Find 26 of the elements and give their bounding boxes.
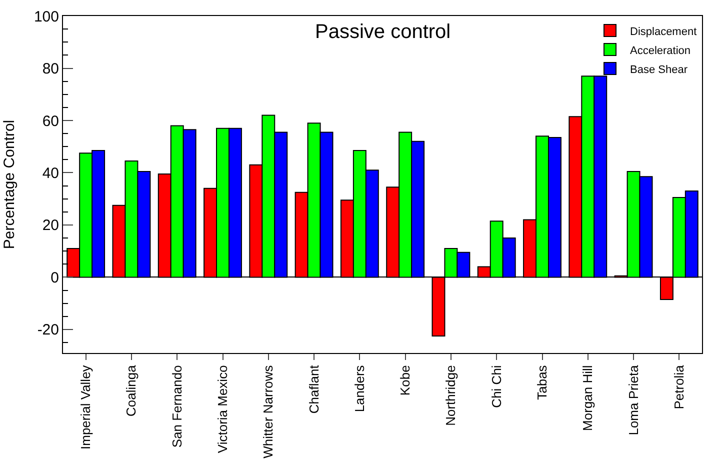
x-tick-label: Victoria Mexico bbox=[214, 365, 230, 454]
legend-label: Base Shear bbox=[630, 64, 688, 76]
x-tick-label: Landers bbox=[352, 364, 367, 412]
x-tick-label: Petrolia bbox=[671, 364, 686, 410]
y-tick-label: -20 bbox=[37, 322, 59, 339]
y-tick-label: 60 bbox=[42, 112, 59, 130]
x-tick-label: Morgan Hill bbox=[580, 365, 596, 431]
x-tick-label: Tabas bbox=[534, 364, 550, 400]
y-tick-label: 80 bbox=[42, 60, 59, 78]
x-tick-label: San Fernando bbox=[169, 365, 184, 448]
y-tick-label: 100 bbox=[34, 8, 59, 26]
x-tick-label: Coalinga bbox=[124, 364, 139, 417]
x-tick-label: Kobe bbox=[398, 365, 413, 396]
x-tick-label: Loma Prieta bbox=[626, 364, 641, 436]
legend-label: Displacement bbox=[630, 26, 697, 38]
x-tick-label: Chaflant bbox=[306, 364, 322, 414]
y-tick-label: 20 bbox=[42, 217, 59, 234]
y-tick-label: 0 bbox=[50, 269, 59, 286]
y-axis-title: Percentage Control bbox=[1, 120, 18, 250]
x-tick-label: Chi Chi bbox=[488, 365, 504, 408]
legend-label: Acceleration bbox=[630, 44, 691, 57]
x-tick-label: Imperial Valley bbox=[78, 364, 94, 450]
x-tick-label: Northridge bbox=[443, 365, 458, 426]
chart-title: Passive control bbox=[315, 21, 451, 43]
y-tick-label: 40 bbox=[42, 164, 59, 182]
x-tick-label: Whitter Narrows bbox=[260, 364, 276, 458]
